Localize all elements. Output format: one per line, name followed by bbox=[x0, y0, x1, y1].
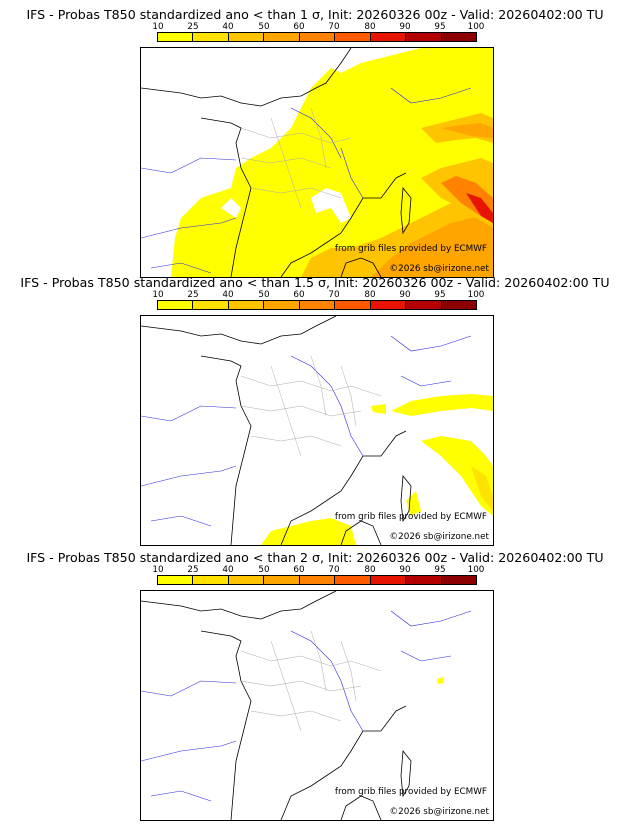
probability-map: from grib files provided by ECMWF ©2026 … bbox=[140, 590, 494, 821]
legend-label: 80 bbox=[364, 22, 376, 32]
legend-swatch bbox=[370, 301, 407, 309]
legend-label: 50 bbox=[258, 22, 270, 32]
legend-swatch bbox=[299, 301, 336, 309]
copyright-credit: ©2026 sb@irizone.net bbox=[389, 264, 489, 274]
map-panel-2: IFS - Probas T850 standardized ano < tha… bbox=[0, 275, 630, 546]
legend-label: 70 bbox=[328, 290, 340, 300]
legend-swatch bbox=[370, 33, 407, 41]
legend-label: 60 bbox=[293, 290, 305, 300]
legend-swatch bbox=[441, 576, 476, 584]
source-credit: from grib files provided by ECMWF bbox=[334, 512, 487, 522]
legend-swatch bbox=[299, 33, 336, 41]
legend-swatch bbox=[441, 301, 476, 309]
legend-swatch bbox=[406, 33, 442, 41]
map-graphic bbox=[141, 591, 472, 820]
source-credit: from grib files provided by ECMWF bbox=[334, 787, 487, 797]
source-credit: from grib files provided by ECMWF bbox=[334, 244, 487, 254]
rivers bbox=[141, 610, 472, 802]
legend-label: 95 bbox=[434, 22, 446, 32]
legend-label: 25 bbox=[187, 290, 199, 300]
legend-label: 90 bbox=[399, 565, 411, 575]
region-borders bbox=[240, 355, 382, 457]
coastline bbox=[141, 48, 412, 277]
legend-swatch bbox=[335, 33, 371, 41]
panel-title: IFS - Probas T850 standardized ano < tha… bbox=[20, 275, 610, 290]
legend-swatch bbox=[158, 33, 194, 41]
coastline bbox=[141, 591, 412, 820]
legend-swatch bbox=[441, 33, 476, 41]
legend-label: 60 bbox=[293, 22, 305, 32]
legend-label: 25 bbox=[187, 22, 199, 32]
legend-swatch bbox=[370, 576, 407, 584]
legend-colorbar bbox=[157, 575, 477, 585]
legend-labels: 10 25 40 50 60 70 80 90 95 100 bbox=[152, 565, 484, 575]
legend-label: 70 bbox=[328, 565, 340, 575]
rivers bbox=[141, 87, 472, 274]
legend-label: 10 bbox=[152, 565, 164, 575]
region-borders bbox=[240, 107, 352, 209]
region-borders bbox=[240, 630, 382, 732]
legend-swatch bbox=[335, 576, 371, 584]
probability-map: from grib files provided by ECMWF ©2026 … bbox=[140, 315, 494, 546]
legend-labels: 10 25 40 50 60 70 80 90 95 100 bbox=[152, 290, 484, 300]
copyright-credit: ©2026 sb@irizone.net bbox=[389, 807, 489, 817]
legend-swatch bbox=[193, 301, 229, 309]
legend-label: 80 bbox=[364, 565, 376, 575]
legend-label: 10 bbox=[152, 22, 164, 32]
legend-swatch bbox=[264, 576, 300, 584]
legend-swatch bbox=[158, 301, 194, 309]
legend-swatch bbox=[193, 576, 229, 584]
legend-label: 60 bbox=[293, 565, 305, 575]
map-graphic bbox=[141, 48, 493, 277]
copyright-credit: ©2026 sb@irizone.net bbox=[389, 532, 489, 542]
legend-label: 70 bbox=[328, 22, 340, 32]
legend-label: 50 bbox=[258, 290, 270, 300]
panel-title: IFS - Probas T850 standardized ano < tha… bbox=[26, 550, 604, 565]
map-panel-3: IFS - Probas T850 standardized ano < tha… bbox=[0, 550, 630, 821]
legend-label: 100 bbox=[467, 22, 485, 32]
probability-shading bbox=[171, 48, 493, 277]
probability-shading bbox=[437, 677, 444, 684]
map-graphic bbox=[141, 316, 493, 545]
legend-swatch bbox=[158, 576, 194, 584]
legend-colorbar bbox=[157, 300, 477, 310]
legend-label: 10 bbox=[152, 290, 164, 300]
legend-label: 40 bbox=[222, 565, 234, 575]
legend-swatch bbox=[406, 301, 442, 309]
legend-label: 40 bbox=[222, 290, 234, 300]
legend-colorbar bbox=[157, 32, 477, 42]
legend-labels: 10 25 40 50 60 70 80 90 95 100 bbox=[152, 22, 484, 32]
legend-swatch bbox=[228, 33, 265, 41]
legend-label: 25 bbox=[187, 565, 199, 575]
legend-swatch bbox=[299, 576, 336, 584]
legend-label: 95 bbox=[434, 290, 446, 300]
probability-map: from grib files provided by ECMWF ©2026 … bbox=[140, 47, 494, 278]
probability-shading bbox=[261, 394, 493, 545]
rivers bbox=[141, 335, 472, 527]
legend-label: 80 bbox=[364, 290, 376, 300]
legend-swatch bbox=[264, 33, 300, 41]
legend-swatch bbox=[193, 33, 229, 41]
map-panel-1: IFS - Probas T850 standardized ano < tha… bbox=[0, 7, 630, 278]
legend-label: 95 bbox=[434, 565, 446, 575]
legend-swatch bbox=[406, 576, 442, 584]
legend-label: 90 bbox=[399, 22, 411, 32]
legend-label: 40 bbox=[222, 22, 234, 32]
legend-swatch bbox=[228, 576, 265, 584]
panel-title: IFS - Probas T850 standardized ano < tha… bbox=[26, 7, 604, 22]
legend-label: 50 bbox=[258, 565, 270, 575]
legend-label: 100 bbox=[467, 290, 485, 300]
legend-label: 90 bbox=[399, 290, 411, 300]
legend-label: 100 bbox=[467, 565, 485, 575]
coastline bbox=[141, 316, 412, 545]
legend-swatch bbox=[264, 301, 300, 309]
legend-swatch bbox=[228, 301, 265, 309]
legend-swatch bbox=[335, 301, 371, 309]
